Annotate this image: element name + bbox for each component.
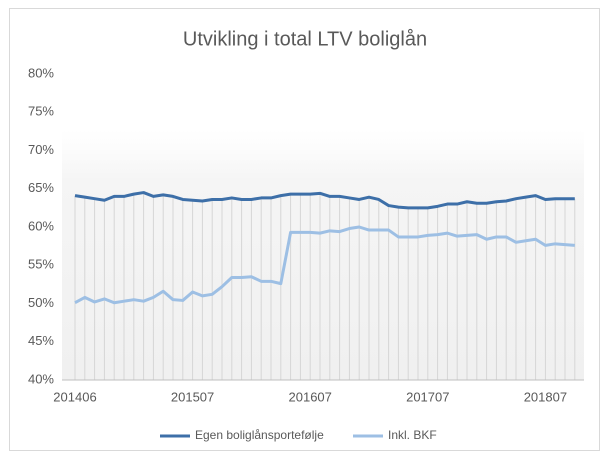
y-tick-label: 65% xyxy=(28,180,54,195)
y-tick-label: 55% xyxy=(28,257,54,272)
x-tick-label: 201607 xyxy=(289,389,332,404)
y-tick-label: 80% xyxy=(28,65,54,80)
legend-label: Egen boliglånsportefølje xyxy=(195,428,324,442)
x-tick-label: 201807 xyxy=(524,389,567,404)
y-tick-label: 50% xyxy=(28,295,54,310)
y-tick-label: 60% xyxy=(28,218,54,233)
y-tick-label: 45% xyxy=(28,333,54,348)
y-tick-label: 40% xyxy=(28,371,54,386)
plot-shading xyxy=(62,130,584,380)
x-tick-label: 201507 xyxy=(171,389,214,404)
x-tick-label: 201406 xyxy=(53,389,96,404)
series-line xyxy=(74,191,575,210)
y-tick-label: 70% xyxy=(28,142,54,157)
chart-title: Utvikling i total LTV boliglån xyxy=(183,28,427,50)
y-tick-label: 75% xyxy=(28,104,54,119)
series-line xyxy=(74,225,575,305)
legend-label: Inkl. BKF xyxy=(388,428,437,442)
x-tick-label: 201707 xyxy=(406,389,449,404)
